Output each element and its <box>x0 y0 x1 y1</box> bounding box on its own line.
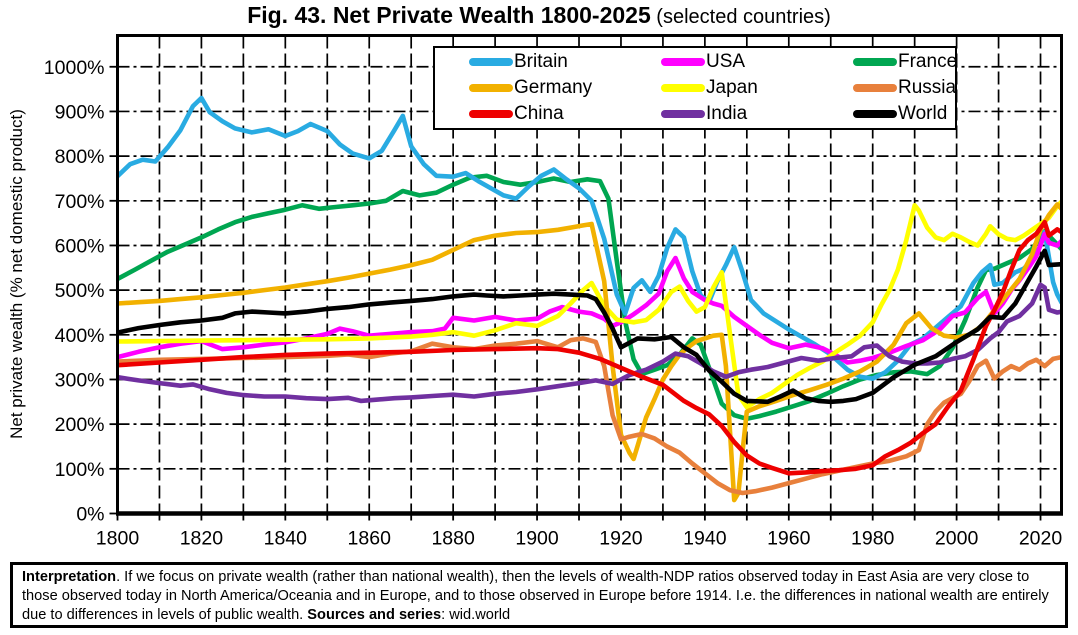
legend-item-germany: Germany <box>469 76 661 100</box>
legend-label: China <box>514 103 564 124</box>
x-tick-label: 1880 <box>431 528 475 550</box>
y-tick-label: 900% <box>55 101 105 123</box>
legend-swatch-germany <box>469 84 513 92</box>
series-line-france <box>116 173 1063 422</box>
series-line-india <box>116 282 1063 404</box>
x-tick-label: 1960 <box>767 528 811 550</box>
x-tick-label: 2000 <box>935 528 979 550</box>
legend-swatch-china <box>469 110 513 118</box>
legend-label: Japan <box>706 77 758 98</box>
series-line-germany <box>116 202 1063 503</box>
y-tick-label: 100% <box>55 459 105 481</box>
legend-item-world: World <box>853 102 957 126</box>
sources-value: : wid.world <box>441 607 511 623</box>
x-tick-label: 1980 <box>851 528 895 550</box>
y-tick-label: 200% <box>55 414 105 436</box>
legend-swatch-russia <box>853 84 897 92</box>
legend-item-russia: Russia <box>853 76 957 100</box>
x-tick-label: 1900 <box>515 528 559 550</box>
sources-label: Sources and series <box>307 607 442 623</box>
y-tick-label: 400% <box>55 325 105 347</box>
legend-swatch-japan <box>661 84 705 92</box>
x-tick-label: 1920 <box>599 528 643 550</box>
series-line-russia <box>116 336 1063 496</box>
legend-item-france: France <box>853 50 957 74</box>
legend-swatch-britain <box>469 58 513 66</box>
series-line-usa <box>116 231 1063 365</box>
legend-swatch-world <box>853 110 897 118</box>
y-tick-label: 600% <box>55 235 105 257</box>
legend-label: USA <box>706 51 746 72</box>
legend-item-japan: Japan <box>661 76 853 100</box>
series-line-britain <box>116 95 1063 381</box>
legend-label: Germany <box>514 77 593 98</box>
legend-item-china: China <box>469 102 661 126</box>
legend-label: Britain <box>514 51 568 72</box>
figure-title-main: Fig. 43. Net Private Wealth 1800-2025 <box>247 2 651 28</box>
figure-title-suffix: (selected countries) <box>650 6 831 28</box>
legend-label: Russia <box>898 77 957 98</box>
legend-swatch-india <box>661 110 705 118</box>
x-tick-label: 1800 <box>96 528 140 550</box>
y-tick-label: 500% <box>55 280 105 302</box>
x-tick-label: 1820 <box>180 528 224 550</box>
legend-label: World <box>898 103 948 124</box>
legend-item-usa: USA <box>661 50 853 74</box>
y-tick-label: 0% <box>76 504 104 526</box>
interpretation-note: Interpretation. If we focus on private w… <box>10 562 1068 628</box>
x-tick-label: 1940 <box>683 528 727 550</box>
series-line-world <box>116 248 1063 405</box>
legend-item-britain: Britain <box>469 50 661 74</box>
x-tick-label: 1860 <box>348 528 392 550</box>
interpretation-lead: Interpretation <box>22 569 117 585</box>
series-line-china <box>116 219 1063 476</box>
x-tick-label: 1840 <box>264 528 308 550</box>
x-tick-label: 2020 <box>1019 528 1063 550</box>
y-tick-label: 800% <box>55 146 105 168</box>
y-tick-label: 300% <box>55 369 105 391</box>
y-tick-label: 1000% <box>44 57 105 79</box>
chart-legend: Britain USA France Germany Japan Russia China I… <box>433 46 957 130</box>
legend-swatch-usa <box>661 58 705 66</box>
interpretation-body: . If we focus on private wealth (rather … <box>22 569 1049 623</box>
legend-item-india: India <box>661 102 853 126</box>
y-tick-label: 700% <box>55 191 105 213</box>
legend-label: India <box>706 103 748 124</box>
legend-label: France <box>898 51 958 72</box>
series-line-japan <box>116 199 1063 410</box>
legend-swatch-france <box>853 58 897 66</box>
figure-title: Fig. 43. Net Private Wealth 1800-2025 (s… <box>0 0 1078 34</box>
